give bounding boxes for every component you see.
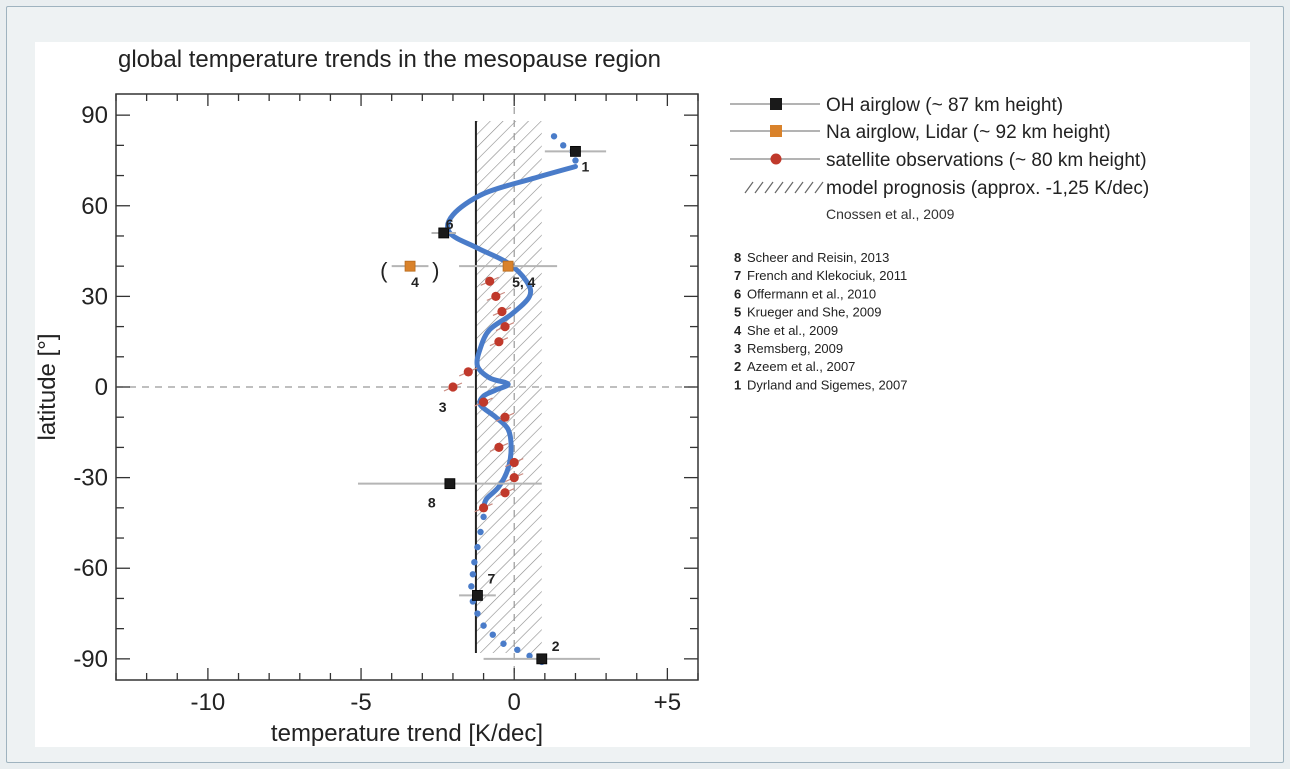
reference-number: 1 bbox=[734, 377, 741, 392]
na-airglow-point bbox=[502, 260, 514, 272]
legend-label: model prognosis (approx. -1,25 K/dec) bbox=[826, 178, 1149, 199]
legend-hatch-stroke bbox=[754, 181, 764, 194]
y-tick-label: 60 bbox=[81, 193, 108, 220]
fit-curve-dot bbox=[572, 157, 579, 164]
chart-title: global temperature trends in the mesopau… bbox=[118, 46, 661, 73]
fit-curve-dot bbox=[474, 610, 481, 617]
reference-text: French and Klekociuk, 2011 bbox=[747, 268, 907, 283]
fit-curve-dot bbox=[480, 513, 487, 521]
point-reference-label: 1 bbox=[581, 158, 589, 174]
legend-hatch-stroke bbox=[744, 181, 754, 194]
figure-panel bbox=[35, 42, 1250, 747]
x-axis-title: temperature trend [K/dec] bbox=[271, 720, 543, 747]
reference-text: Offermann et al., 2010 bbox=[747, 286, 876, 301]
legend-hatch-stroke bbox=[814, 181, 824, 194]
legend-hatch-stroke bbox=[804, 181, 814, 194]
legend-hatch-stroke bbox=[794, 181, 804, 194]
oh-airglow-point bbox=[438, 227, 450, 239]
satellite-point bbox=[500, 488, 510, 498]
zero-lines-layer bbox=[116, 94, 698, 680]
fit-curve-dot bbox=[474, 543, 481, 551]
y-tick-label: 90 bbox=[81, 102, 108, 129]
satellite-point bbox=[494, 337, 504, 347]
y-tick-label: 30 bbox=[81, 283, 108, 310]
point-reference-label: 4 bbox=[411, 274, 419, 290]
bracket-close: ) bbox=[432, 258, 439, 283]
satellite-point bbox=[485, 276, 495, 286]
y-tick-label: -30 bbox=[73, 465, 108, 492]
reference-number: 7 bbox=[734, 268, 741, 283]
legend-marker bbox=[770, 125, 782, 137]
bracket-open: ( bbox=[380, 258, 388, 283]
fit-curve-dot bbox=[550, 133, 558, 140]
y-tick-label: 0 bbox=[95, 374, 108, 401]
oh-airglow-point bbox=[570, 145, 581, 157]
satellite-point bbox=[509, 457, 519, 468]
fit-curve-dot bbox=[469, 571, 477, 578]
point-reference-label: 5, 4 bbox=[512, 274, 536, 290]
reference-text: Krueger and She, 2009 bbox=[747, 305, 881, 320]
satellite-point bbox=[500, 321, 510, 332]
x-tick-label: -10 bbox=[191, 689, 226, 716]
satellite-point bbox=[478, 503, 489, 513]
point-reference-label: 2 bbox=[552, 638, 560, 654]
legend-hatch-stroke bbox=[774, 181, 784, 194]
reference-text: Azeem et al., 2007 bbox=[747, 359, 855, 374]
point-reference-label: 6 bbox=[446, 216, 454, 232]
reference-number: 8 bbox=[734, 250, 741, 265]
satellite-point bbox=[478, 397, 489, 407]
y-tick-label: -60 bbox=[73, 555, 108, 582]
fit-curve-dot bbox=[514, 646, 521, 653]
fit-curve-dot bbox=[526, 652, 533, 660]
reference-number: 3 bbox=[734, 341, 741, 356]
legend-marker bbox=[770, 98, 782, 110]
reference-list: 8 Scheer and Reisin, 2013 7 French and Klek… bbox=[734, 250, 907, 392]
fit-curve-dot bbox=[480, 622, 487, 629]
satellite-point bbox=[497, 306, 507, 317]
oh-airglow-point bbox=[444, 478, 456, 490]
x-tick-label: +5 bbox=[654, 689, 681, 716]
satellite-point bbox=[463, 367, 473, 377]
point-reference-label: 7 bbox=[487, 570, 495, 586]
legend-source: Cnossen et al., 2009 bbox=[826, 206, 955, 222]
reference-text: Dyrland and Sigemes, 2007 bbox=[747, 377, 907, 392]
satellite-point bbox=[509, 473, 519, 483]
legend: OH airglow (~ 87 km height) Na airglow, L… bbox=[730, 95, 1149, 222]
y-axis-title: latitude [°] bbox=[34, 334, 61, 441]
fit-curve-dot bbox=[500, 640, 507, 647]
reference-text: Scheer and Reisin, 2013 bbox=[747, 250, 889, 265]
legend-label: Na airglow, Lidar (~ 92 km height) bbox=[826, 122, 1111, 143]
satellite-point bbox=[448, 382, 458, 392]
reference-number: 4 bbox=[734, 323, 742, 338]
fit-curve-dot bbox=[489, 631, 496, 638]
satellite-point bbox=[494, 442, 504, 453]
reference-text: Remsberg, 2009 bbox=[747, 341, 843, 356]
fit-curve-dot bbox=[477, 528, 484, 536]
fit-curve-dot bbox=[471, 558, 478, 566]
fit-curve-dot bbox=[468, 583, 475, 590]
point-reference-label: 8 bbox=[428, 495, 436, 511]
legend-marker bbox=[770, 153, 782, 165]
reference-number: 2 bbox=[734, 359, 741, 374]
oh-airglow-point bbox=[472, 590, 483, 601]
reference-number: 5 bbox=[734, 305, 741, 320]
satellite-point bbox=[500, 412, 510, 422]
na-airglow-point bbox=[404, 260, 416, 272]
oh-airglow-point bbox=[536, 653, 548, 665]
reference-number: 6 bbox=[734, 286, 741, 301]
point-reference-label: 3 bbox=[439, 399, 447, 415]
legend-label: OH airglow (~ 87 km height) bbox=[826, 95, 1063, 116]
x-tick-label: -5 bbox=[350, 689, 371, 716]
y-tick-label: -90 bbox=[73, 646, 108, 673]
legend-hatch-stroke bbox=[784, 181, 794, 194]
data-points-layer: 1 6 8 2 7 4 5, 4 3 () bbox=[357, 145, 607, 665]
axis-ticks-layer: -10 -5 0 +5 90 60 30 0 -30 -60 -90 bbox=[73, 94, 699, 716]
fit-curve-dot bbox=[560, 142, 567, 149]
satellite-point bbox=[491, 291, 501, 301]
x-tick-label: 0 bbox=[508, 689, 521, 716]
legend-label: satellite observations (~ 80 km height) bbox=[826, 150, 1147, 171]
legend-hatch-stroke bbox=[764, 181, 774, 194]
reference-text: She et al., 2009 bbox=[747, 323, 838, 338]
